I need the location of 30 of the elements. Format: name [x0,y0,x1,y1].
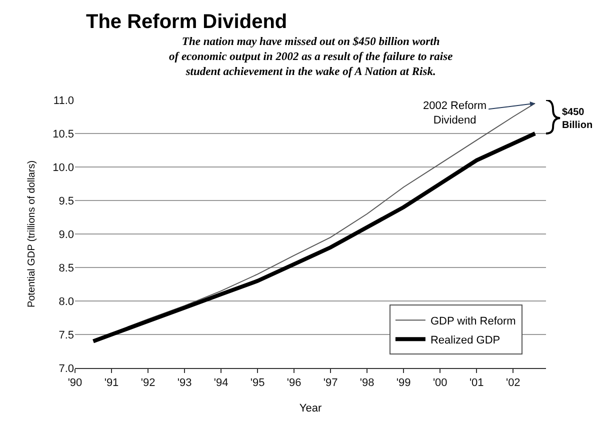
chart-title: The Reform Dividend [86,11,288,33]
x-tick-label: '95 [250,377,265,390]
y-tick-label: 10.5 [52,128,74,140]
x-tick-label: '01 [469,377,484,390]
x-tick-label: '98 [360,377,374,390]
x-tick-label: '99 [396,377,411,390]
x-tick-label: '02 [506,377,520,390]
chart-subtitle: The nation may have missed out on $450 billion worth of economic output in 2002 as a result of the failure to raise student achievement in the wake of A Nation at Risk. [169,36,453,78]
y-tick-label: 9.0 [58,228,74,241]
legend-label: GDP with Reform [430,315,516,328]
text: $450 Billion [562,107,593,131]
y-tick-label: 11.0 [53,94,74,107]
annotation: 2002 Reform Dividend [423,100,487,126]
x-tick-label: '90 [68,377,82,390]
x-tick-label: '96 [286,377,302,390]
x-tick-label: '00 [432,377,448,390]
y-tick-label: 7.0 [58,362,74,375]
y-axis-title: Potential GDP (trillions of dollars) [26,160,38,308]
x-axis-title: Year [299,402,322,414]
x-tick-label: '93 [177,377,192,390]
y-tick-label: 7.5 [58,329,74,342]
x-tick-label: '97 [323,377,338,390]
y-tick-label: 9.5 [58,195,74,208]
y-tick-label: 8.5 [58,262,74,274]
x-tick-label: '92 [140,377,156,390]
y-tick-label: 8.0 [58,296,74,308]
legend-label: Realized GDP [430,334,500,346]
x-tick-label: '94 [214,377,228,390]
x-tick-label: '91 [104,377,119,390]
y-tick-label: 10.0 [52,162,74,174]
